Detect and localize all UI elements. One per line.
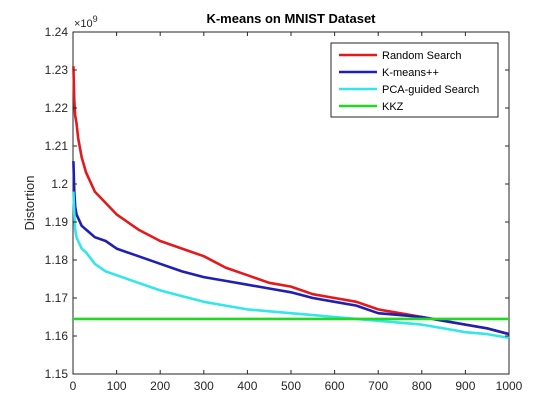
y-axis-multiplier: ×109 — [74, 14, 98, 30]
y-multiplier-base: ×10 — [74, 18, 93, 30]
x-tick-label: 1000 — [496, 379, 523, 393]
y-tick-label: 1.22 — [45, 101, 69, 115]
x-tick-label: 400 — [237, 379, 257, 393]
legend-label: PCA-guided Search — [382, 84, 479, 96]
legend-label: K-means++ — [382, 67, 439, 79]
series-line-1 — [72, 161, 510, 336]
x-tick-label: 600 — [325, 379, 345, 393]
y-multiplier-exponent: 9 — [93, 14, 98, 24]
y-tick-label: 1.23 — [45, 63, 69, 77]
x-tick-label: 0 — [70, 379, 77, 393]
x-tick-label: 800 — [412, 379, 432, 393]
chart-title: K-means on MNIST Dataset — [206, 11, 376, 26]
y-axis-label: Distortion — [22, 176, 37, 231]
y-tick-label: 1.2 — [51, 177, 68, 191]
x-tick-label: 200 — [150, 379, 170, 393]
series-line-2 — [72, 191, 510, 340]
y-tick-label: 1.21 — [45, 139, 69, 153]
y-tick-label: 1.24 — [45, 25, 69, 39]
y-tick-label: 1.19 — [45, 215, 69, 229]
x-tick-label: 900 — [455, 379, 475, 393]
x-tick-label: 700 — [368, 379, 388, 393]
y-tick-label: 1.16 — [45, 329, 69, 343]
legend-label: KKZ — [382, 101, 404, 113]
y-tick-label: 1.15 — [45, 367, 69, 381]
x-tick-label: 300 — [194, 379, 214, 393]
legend-label: Random Search — [382, 50, 462, 62]
legend: Random Search K-means++ PCA-guided Search K… — [330, 42, 499, 118]
x-tick-label: 100 — [107, 379, 127, 393]
y-tick-label: 1.18 — [45, 253, 69, 267]
y-tick-label: 1.17 — [45, 291, 69, 305]
x-tick-label: 500 — [281, 379, 301, 393]
